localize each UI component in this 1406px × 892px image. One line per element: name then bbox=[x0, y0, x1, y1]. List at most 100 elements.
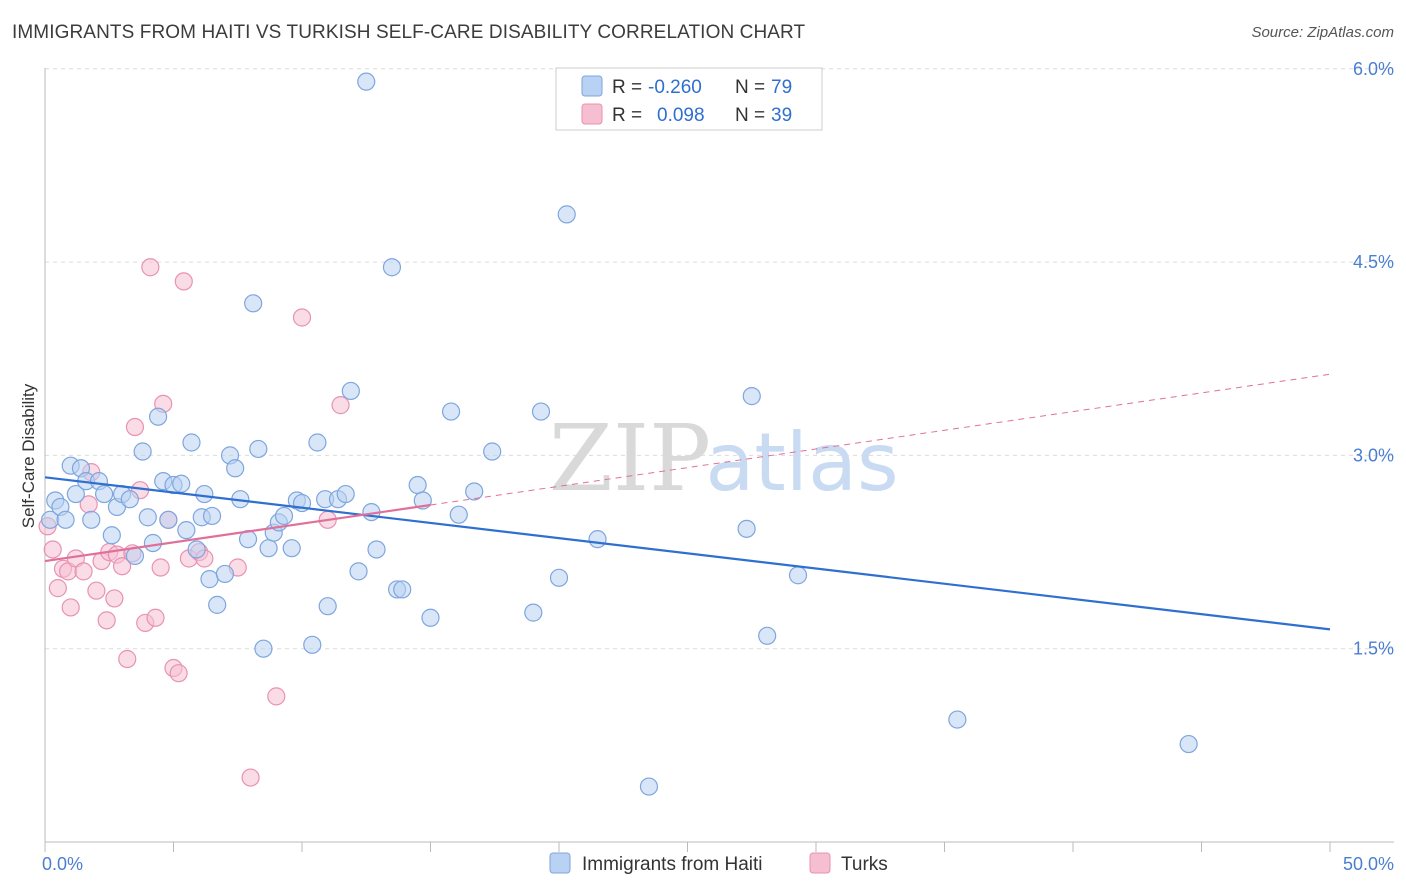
chart-title: IMMIGRANTS FROM HAITI VS TURKISH SELF-CA… bbox=[12, 22, 806, 43]
haiti-point-28 bbox=[195, 484, 214, 504]
y-tick-label-2: 4.5% bbox=[1353, 252, 1394, 272]
y-tick-label-0: 1.5% bbox=[1353, 639, 1394, 659]
haiti-point-71 bbox=[557, 205, 576, 224]
trend-line-turks-dashed bbox=[430, 373, 1331, 506]
legend-r-value-haiti: -0.260 bbox=[648, 77, 702, 98]
haiti-point-67 bbox=[483, 442, 502, 461]
haiti-point-16 bbox=[133, 442, 152, 461]
turks-point-2 bbox=[48, 579, 67, 598]
haiti-point-57 bbox=[367, 540, 386, 559]
haiti-point-17 bbox=[138, 508, 157, 527]
bottom-legend-swatch-turks[interactable] bbox=[809, 852, 831, 874]
haiti-point-21 bbox=[159, 510, 178, 529]
x-tick-label-min: 0.0% bbox=[42, 854, 83, 874]
haiti-point-11 bbox=[102, 526, 121, 545]
haiti-point-37 bbox=[244, 294, 263, 313]
turks-point-19 bbox=[125, 417, 145, 437]
haiti-point-66 bbox=[465, 482, 484, 501]
haiti-point-23 bbox=[172, 474, 191, 493]
haiti-point-61 bbox=[408, 475, 427, 495]
gridlines bbox=[45, 68, 1394, 650]
haiti-point-14 bbox=[120, 490, 139, 509]
bottom-legend-swatch-haiti[interactable] bbox=[549, 852, 571, 874]
haiti-point-72 bbox=[588, 530, 607, 549]
legend-box: R = -0.260 N = 79 R = 0.098 N = 39 bbox=[555, 67, 823, 131]
haiti-point-30 bbox=[202, 506, 222, 526]
bottom-legend-label-haiti[interactable]: Immigrants from Haiti bbox=[582, 854, 763, 875]
bottom-legend-label-turks[interactable]: Turks bbox=[841, 854, 888, 875]
haiti-point-65 bbox=[449, 505, 468, 524]
haiti-point-77 bbox=[788, 566, 808, 585]
haiti-point-50 bbox=[318, 597, 337, 616]
turks-point-28 bbox=[169, 664, 188, 683]
turks-point-5 bbox=[61, 598, 80, 617]
haiti-point-63 bbox=[421, 608, 440, 627]
haiti-point-70 bbox=[549, 568, 569, 587]
haiti-point-78 bbox=[948, 710, 967, 729]
haiti-point-47 bbox=[303, 635, 322, 654]
legend-r-label-haiti: R = bbox=[612, 77, 642, 98]
haiti-point-64 bbox=[441, 402, 461, 421]
watermark-zip: ZIP bbox=[549, 405, 711, 512]
turks-point-38 bbox=[331, 396, 350, 415]
trend-lines bbox=[44, 373, 1331, 631]
turks-point-36 bbox=[292, 308, 312, 327]
legend-n-label-haiti: N = bbox=[735, 77, 765, 98]
haiti-point-73 bbox=[639, 777, 659, 796]
turks-point-17 bbox=[118, 649, 137, 669]
y-tick-labels: 1.5% 3.0% 4.5% 6.0% bbox=[1353, 59, 1394, 659]
haiti-point-58 bbox=[382, 258, 402, 277]
haiti-point-32 bbox=[215, 564, 234, 584]
watermark: ZIP atlas bbox=[549, 405, 899, 512]
legend-n-value-haiti: 79 bbox=[771, 77, 792, 98]
turks-point-14 bbox=[105, 589, 124, 608]
turks-point-7 bbox=[74, 562, 93, 581]
series-haiti-points bbox=[41, 72, 1198, 796]
legend-n-label-turks: N = bbox=[735, 105, 765, 126]
haiti-point-10 bbox=[95, 484, 114, 504]
haiti-point-74 bbox=[737, 519, 756, 538]
haiti-point-44 bbox=[282, 539, 301, 558]
turks-point-24 bbox=[151, 558, 170, 577]
haiti-point-19 bbox=[148, 407, 168, 426]
turks-point-16 bbox=[112, 557, 132, 576]
haiti-point-75 bbox=[742, 387, 761, 406]
watermark-atlas: atlas bbox=[705, 416, 898, 509]
haiti-point-8 bbox=[82, 510, 101, 529]
turks-point-23 bbox=[146, 608, 165, 627]
haiti-point-25 bbox=[182, 433, 201, 452]
haiti-point-53 bbox=[341, 381, 360, 401]
haiti-point-34 bbox=[226, 459, 245, 478]
haiti-point-55 bbox=[357, 72, 376, 91]
haiti-point-76 bbox=[758, 626, 777, 645]
haiti-point-69 bbox=[531, 402, 551, 421]
haiti-point-3 bbox=[56, 510, 75, 529]
haiti-point-79 bbox=[1179, 734, 1198, 754]
legend-r-value-turks: 0.098 bbox=[657, 105, 705, 126]
y-axis-label: Self-Care Disability bbox=[19, 383, 38, 528]
legend-n-value-turks: 39 bbox=[771, 105, 792, 126]
turks-point-35 bbox=[267, 687, 286, 706]
haiti-point-24 bbox=[177, 521, 196, 540]
turks-point-22 bbox=[141, 258, 160, 277]
haiti-point-60 bbox=[393, 580, 412, 599]
haiti-point-54 bbox=[349, 562, 368, 581]
haiti-point-40 bbox=[259, 539, 278, 558]
y-tick-label-3: 6.0% bbox=[1353, 59, 1394, 79]
haiti-point-52 bbox=[336, 484, 355, 504]
haiti-point-68 bbox=[524, 603, 543, 622]
trend-line-turks-solid bbox=[44, 503, 431, 563]
turks-point-29 bbox=[174, 272, 193, 291]
x-ticks bbox=[44, 842, 1331, 852]
axes bbox=[44, 68, 1394, 843]
haiti-point-48 bbox=[308, 433, 327, 452]
haiti-point-5 bbox=[66, 484, 85, 504]
turks-point-10 bbox=[87, 581, 106, 600]
y-tick-label-1: 3.0% bbox=[1353, 445, 1394, 465]
haiti-point-43 bbox=[274, 506, 294, 526]
legend-r-label-turks: R = bbox=[612, 105, 642, 126]
x-tick-label-max: 50.0% bbox=[1343, 854, 1394, 874]
haiti-point-31 bbox=[208, 595, 227, 614]
legend-swatch-haiti bbox=[581, 75, 603, 97]
